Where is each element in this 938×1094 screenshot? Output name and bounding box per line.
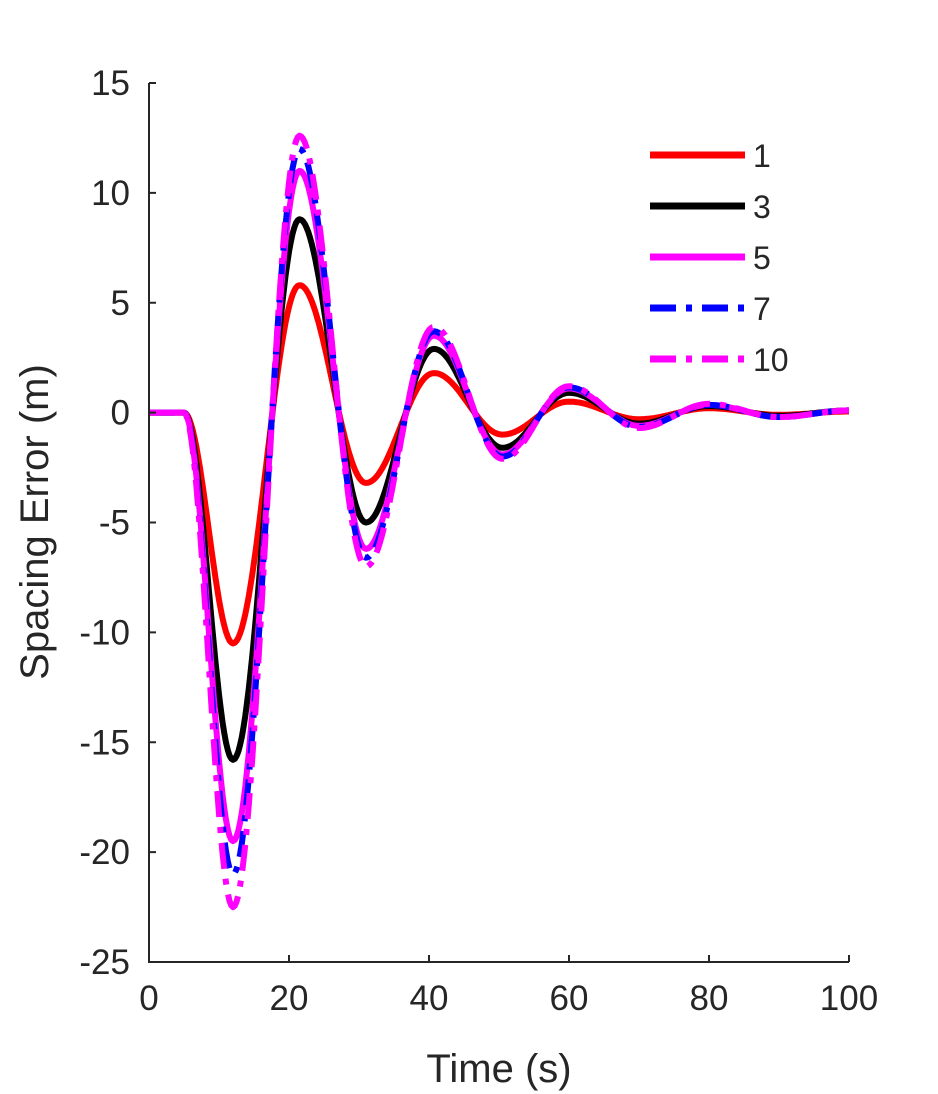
y-tick-label: -10: [79, 613, 130, 652]
series-layer: [147, 132, 851, 911]
x-axis: 0 20 40 60 80 100: [139, 955, 878, 1018]
legend-label: 7: [753, 291, 771, 327]
legend-label: 5: [753, 240, 771, 276]
axes-frame: [148, 83, 849, 963]
y-tick-label: -20: [79, 833, 130, 872]
x-tick-label: 100: [820, 979, 878, 1018]
legend-label: 10: [753, 342, 789, 378]
y-tick-label: -25: [79, 943, 130, 982]
x-tick-label: 0: [139, 979, 158, 1018]
y-axis-title: Spacing Error (m): [13, 364, 57, 680]
x-axis-title: Time (s): [426, 1047, 571, 1091]
x-tick-label: 60: [550, 979, 589, 1018]
y-tick-label: 0: [111, 394, 130, 433]
y-tick-label: -15: [79, 723, 130, 762]
y-tick-label: 10: [91, 174, 130, 213]
x-tick-label: 80: [690, 979, 729, 1018]
y-axis: -25 -20 -15 -10 -5 0 5 10 15: [79, 64, 156, 982]
x-tick-label: 20: [270, 979, 309, 1018]
legend-label: 3: [753, 189, 771, 225]
x-tick-label: 40: [410, 979, 449, 1018]
series-line-1: [147, 282, 851, 647]
legend: 1 3 5 7 10: [650, 138, 789, 378]
y-tick-label: -5: [99, 504, 130, 543]
y-tick-label: 15: [91, 64, 130, 103]
legend-label: 1: [753, 138, 771, 174]
y-tick-label: 5: [111, 284, 130, 323]
series-line-10: [147, 132, 851, 911]
